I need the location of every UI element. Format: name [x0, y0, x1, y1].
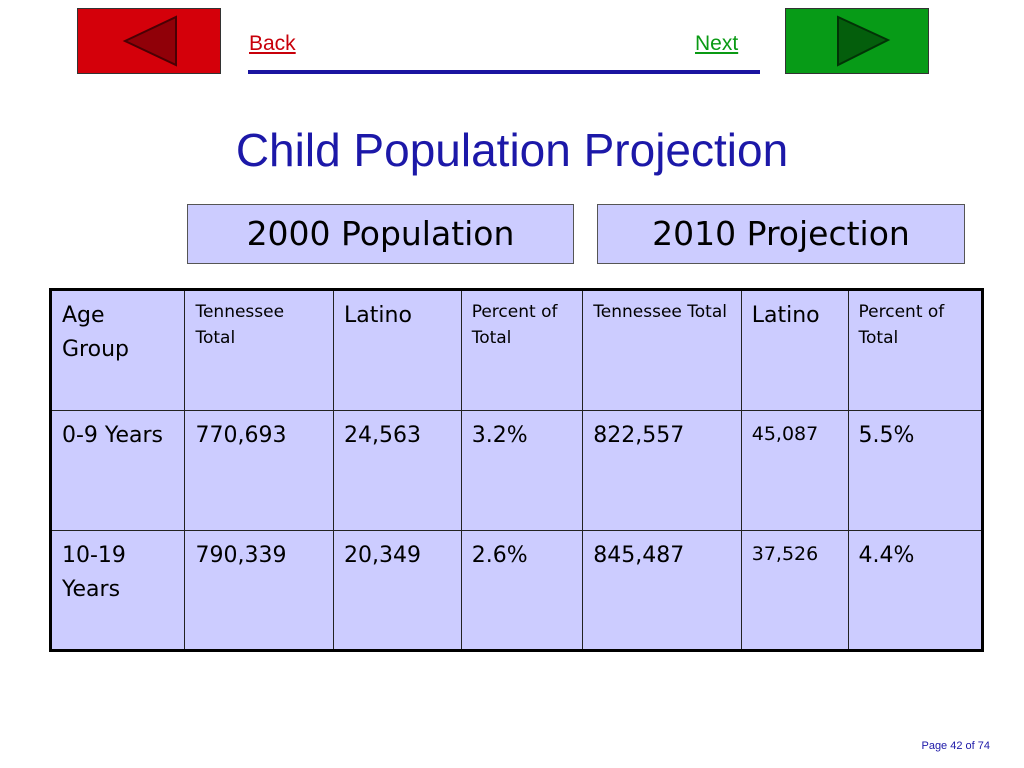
table-header-row: Age Group Tennessee Total Latino Percent… [49, 289, 984, 411]
cell-percent-2010: 5.5% [847, 410, 984, 531]
next-link[interactable]: Next [695, 32, 739, 55]
cell-latino-2000: 20,349 [333, 530, 462, 651]
cell-percent-2010: 4.4% [847, 530, 984, 651]
back-link[interactable]: Back [249, 32, 296, 55]
cell-tn-total-2010: 845,487 [582, 530, 742, 651]
page-number: Page 42 of 74 [921, 740, 990, 752]
header-percent-2000: Percent of Total [460, 289, 584, 411]
group-header-2000: 2000 Population [187, 204, 574, 264]
cell-tn-total-2010: 822,557 [582, 410, 742, 531]
header-tn-total-2000: Tennessee Total [184, 289, 335, 411]
cell-age-group: 0-9 Years [49, 410, 186, 531]
cell-latino-2010: 37,526 [740, 530, 849, 651]
group-header-2010: 2010 Projection [597, 204, 965, 264]
table-row: 10-19 Years 790,339 20,349 2.6% 845,487 … [49, 530, 984, 651]
left-arrow-icon [122, 15, 177, 67]
cell-age-group: 10-19 Years [49, 530, 186, 651]
next-button[interactable] [785, 8, 929, 74]
header-tn-total-2010: Tennessee Total [582, 289, 742, 411]
right-arrow-icon [837, 15, 891, 67]
header-latino-2010: Latino [740, 289, 849, 411]
back-button[interactable] [77, 8, 221, 74]
cell-latino-2010: 45,087 [740, 410, 849, 531]
header-age-group: Age Group [49, 289, 186, 411]
header-latino-2000: Latino [333, 289, 462, 411]
cell-percent-2000: 2.6% [460, 530, 584, 651]
cell-latino-2000: 24,563 [333, 410, 462, 531]
page-title: Child Population Projection [235, 124, 789, 176]
cell-tn-total-2000: 790,339 [184, 530, 335, 651]
nav-divider [248, 70, 760, 74]
table-row: 0-9 Years 770,693 24,563 3.2% 822,557 45… [49, 410, 984, 531]
population-table: Age Group Tennessee Total Latino Percent… [49, 288, 984, 652]
cell-percent-2000: 3.2% [460, 410, 584, 531]
cell-tn-total-2000: 770,693 [184, 410, 335, 531]
header-percent-2010: Percent of Total [847, 289, 984, 411]
